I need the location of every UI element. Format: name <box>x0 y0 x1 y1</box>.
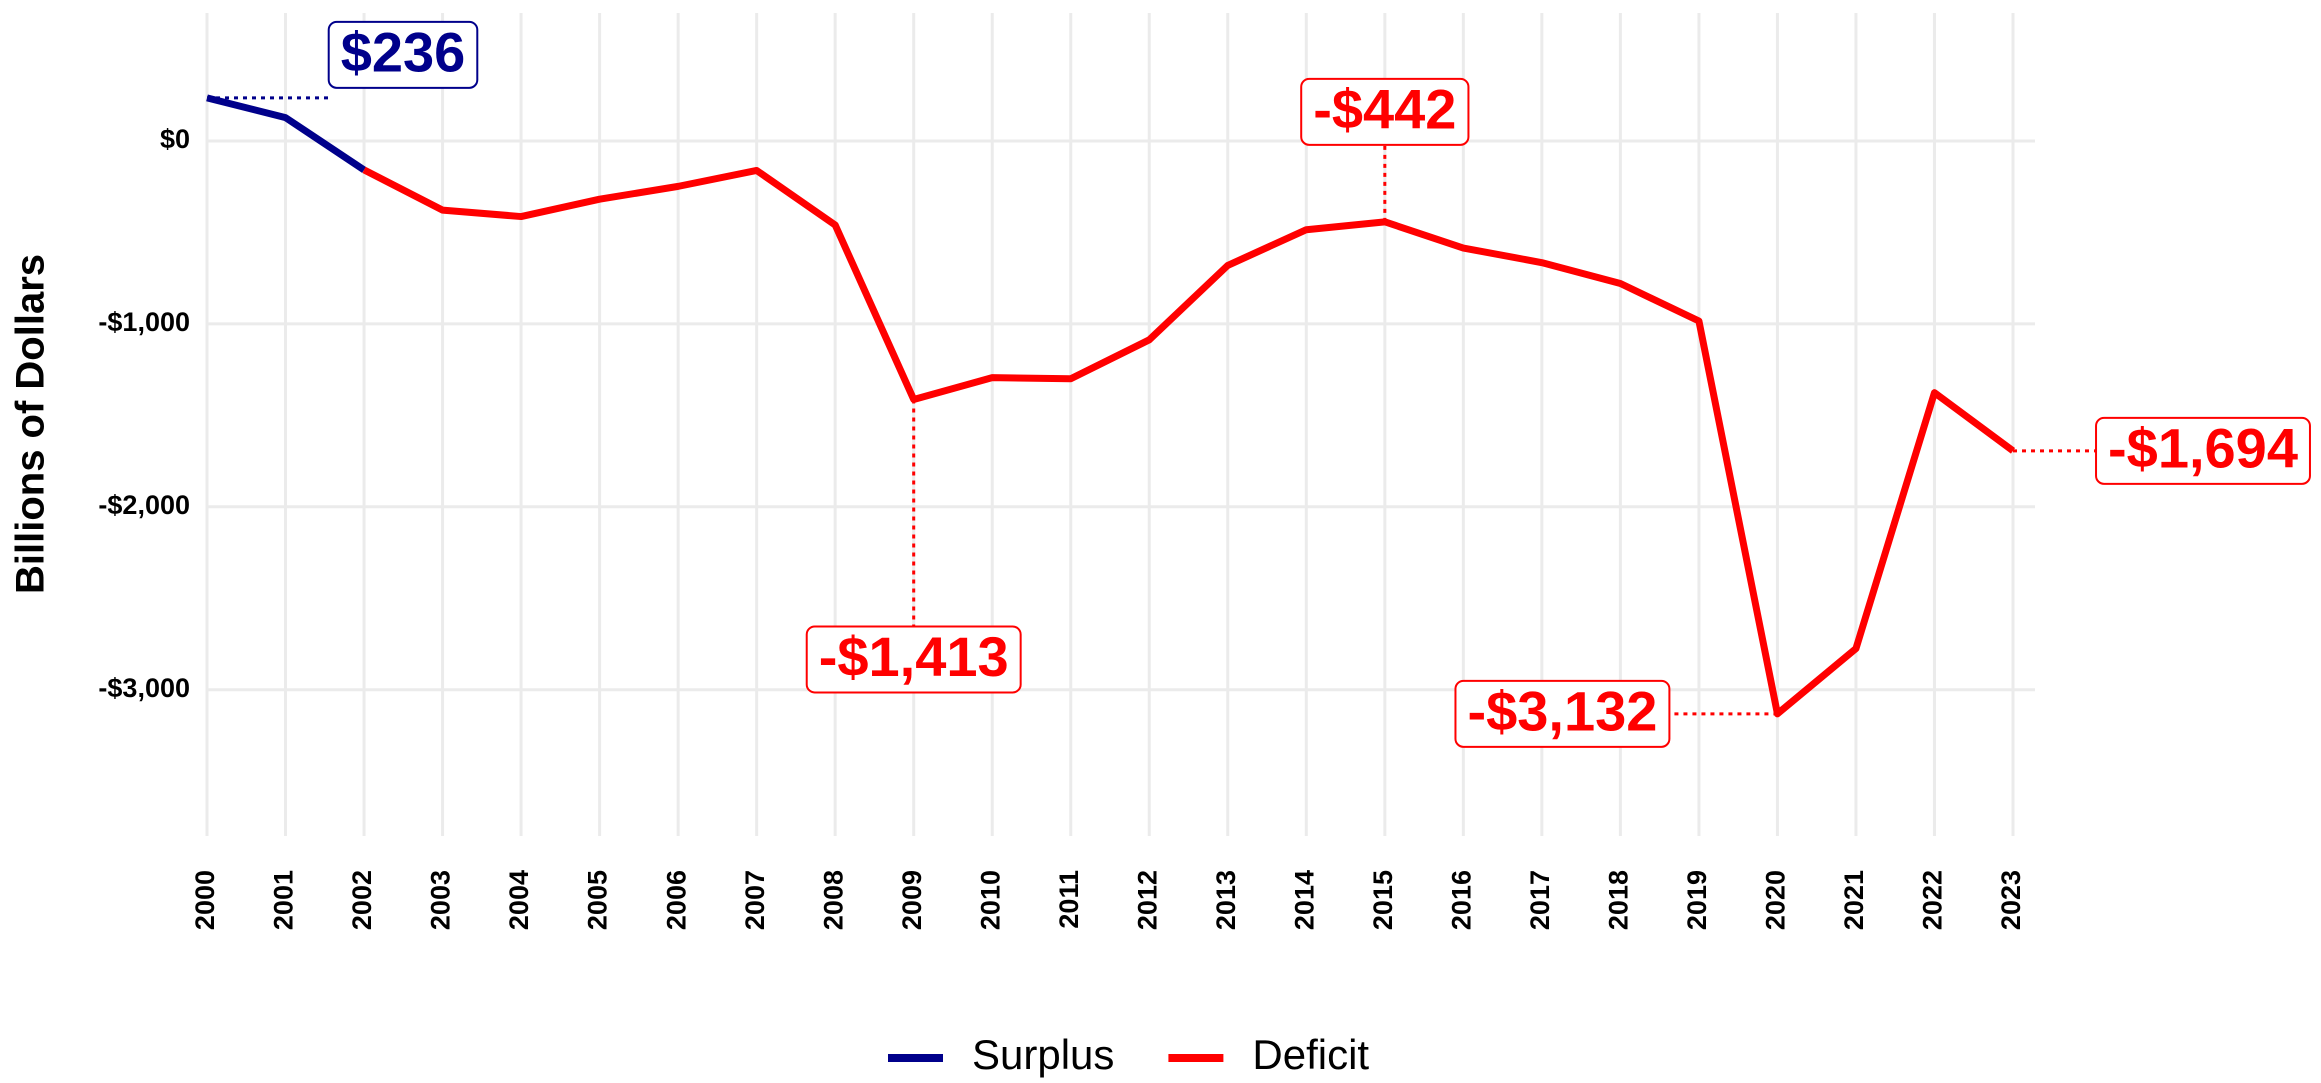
y-axis-label: Billions of Dollars <box>9 254 53 594</box>
x-tick-label: 2001 <box>269 870 299 930</box>
x-tick-label: 2003 <box>426 870 456 930</box>
y-tick-label: -$1,000 <box>98 307 190 337</box>
annotation-box <box>327 20 479 89</box>
x-tick-label: 2011 <box>1054 870 1084 929</box>
annotation-label: -$1,413 <box>819 625 1009 688</box>
annotation-box <box>2095 416 2311 485</box>
annotation-label: $236 <box>341 21 466 84</box>
annotation-label: -$1,694 <box>2108 417 2298 480</box>
y-tick-label: -$3,000 <box>98 673 190 703</box>
x-tick-label: 2016 <box>1446 870 1476 930</box>
x-tick-label: 2022 <box>1918 870 1948 930</box>
x-tick-label: 2009 <box>897 870 927 930</box>
x-tick-label: 2000 <box>190 870 220 930</box>
annotation-label: -$442 <box>1313 78 1456 141</box>
y-tick-label: -$2,000 <box>98 490 190 520</box>
annotation-box <box>1454 679 1671 748</box>
line-series <box>362 166 2016 718</box>
legend-label: Surplus <box>972 1031 1114 1078</box>
x-tick-label: 2007 <box>740 870 770 930</box>
y-tick-label: $0 <box>160 124 190 154</box>
x-tick-label: 2014 <box>1289 870 1319 930</box>
x-tick-label: 2004 <box>504 870 534 930</box>
x-tick-label: 2008 <box>818 870 848 930</box>
annotation-box <box>1300 77 1470 146</box>
x-tick-label: 2013 <box>1211 870 1241 930</box>
x-tick-label: 2015 <box>1368 870 1398 930</box>
x-tick-label: 2021 <box>1839 870 1869 930</box>
line-series <box>206 94 366 173</box>
x-tick-label: 2019 <box>1682 870 1712 930</box>
x-tick-label: 2023 <box>1996 870 2026 930</box>
x-tick-label: 2018 <box>1604 870 1634 930</box>
x-tick-label: 2005 <box>583 870 613 930</box>
x-tick-label: 2020 <box>1761 870 1791 930</box>
x-tick-label: 2017 <box>1525 870 1555 930</box>
x-tick-label: 2002 <box>347 870 377 930</box>
x-tick-label: 2010 <box>975 870 1005 930</box>
x-tick-label: 2006 <box>661 870 691 930</box>
annotation-box <box>805 625 1022 694</box>
annotation-label: -$3,132 <box>1467 680 1657 743</box>
legend-label: Deficit <box>1252 1031 1369 1078</box>
x-tick-label: 2012 <box>1132 870 1162 930</box>
